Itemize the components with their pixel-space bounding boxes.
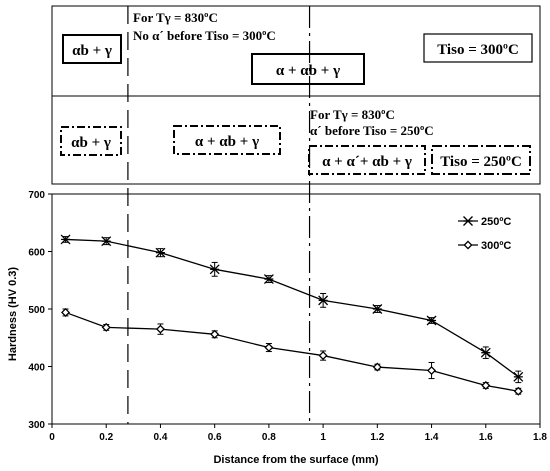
bottom-note-line1: For Tγ = 830ºC	[310, 107, 395, 122]
data-point	[209, 264, 220, 275]
data-point	[481, 380, 491, 390]
data-point	[61, 307, 71, 317]
data-point	[318, 295, 329, 306]
schematic-frame	[51, 5, 541, 185]
y-tick-label: 500	[28, 305, 45, 316]
x-tick-label: 1.4	[425, 432, 439, 443]
data-point	[426, 315, 437, 326]
x-tick-labels: 0 0.2 0.4 0.6 0.8 1 1.2 1.4 1.6 1.8	[49, 424, 547, 443]
x-tick-label: 1.2	[370, 432, 384, 443]
legend-item: 250ºC	[458, 216, 511, 228]
phase-boundaries	[127, 6, 311, 424]
bottom-note-line2: α´ before Tiso = 250ºC	[310, 123, 434, 138]
legend-label: 250ºC	[481, 216, 511, 228]
y-tick-label: 700	[28, 190, 45, 201]
data-point	[155, 247, 166, 258]
data-point	[264, 343, 274, 353]
x-tick-label: 0.2	[99, 432, 113, 443]
chart-panel: 0 0.2 0.4 0.6 0.8 1 1.2 1.4 1.6 1.8 300 400 500 600 7…	[7, 6, 547, 466]
series-line	[65, 311, 519, 392]
top-temp-label: Tiso = 300ºC	[437, 42, 519, 58]
y-tick-labels: 300 400 500 600 700	[28, 190, 52, 431]
top-note-line2: No α´ before Tiso = 300ºC	[133, 28, 276, 43]
x-axis-title: Distance from the surface (mm)	[213, 454, 378, 466]
top-left-phase-box	[62, 34, 122, 64]
chart-frame	[51, 193, 541, 425]
x-tick-label: 1.8	[533, 432, 547, 443]
data-point	[210, 329, 220, 339]
data-point	[372, 362, 382, 372]
x-tick-label: 1	[320, 432, 326, 443]
bottom-mid-phase-label: α + αb + γ	[195, 134, 259, 150]
top-temp-box	[423, 33, 533, 63]
x-tick-label: 1.6	[479, 432, 493, 443]
x-tick-label: 0.8	[262, 432, 276, 443]
data-point	[427, 366, 437, 376]
x-tick-label: 0	[49, 432, 55, 443]
y-tick-label: 400	[28, 363, 45, 374]
data-point	[513, 386, 523, 396]
data-point	[263, 274, 274, 285]
x-tick-label: 0.6	[208, 432, 222, 443]
x-tick-label: 0.4	[153, 432, 167, 443]
bottom-temp-label: Tiso = 250ºC	[440, 154, 522, 170]
data-point	[480, 347, 491, 358]
data-point	[513, 371, 524, 382]
series-layer	[60, 234, 524, 396]
bottom-left-phase-label: αb + γ	[71, 135, 111, 151]
y-tick-label: 600	[28, 248, 45, 259]
bottom-mid-phase-box	[173, 125, 281, 155]
data-point	[60, 234, 71, 245]
legend-item: 300ºC	[458, 240, 511, 252]
legend: 250ºC 300ºC	[458, 216, 511, 252]
legend-label: 300ºC	[481, 240, 511, 252]
y-tick-label: 300	[28, 420, 45, 431]
top-left-phase-label: αb + γ	[72, 43, 112, 59]
data-point	[372, 304, 383, 314]
top-mid-phase-box	[251, 53, 365, 85]
y-axis-title: Hardness (HV 0.3)	[7, 267, 19, 361]
series-line	[65, 238, 519, 378]
bottom-temp-box	[431, 145, 531, 175]
series-300c	[61, 307, 523, 396]
schematic-panel: αb + γ For Tγ = 830ºC No α´ before Tiso …	[51, 5, 541, 185]
data-point	[101, 236, 112, 247]
series-250c	[60, 234, 524, 384]
data-point	[155, 324, 165, 334]
data-point	[318, 351, 328, 361]
bottom-right-phase-label: α + α´+ αb + γ	[322, 154, 412, 170]
bottom-left-phase-box	[60, 126, 122, 156]
top-note-line1: For Tγ = 830ºC	[133, 10, 218, 25]
data-point	[101, 322, 111, 332]
top-mid-phase-label: α + αb + γ	[276, 63, 340, 79]
